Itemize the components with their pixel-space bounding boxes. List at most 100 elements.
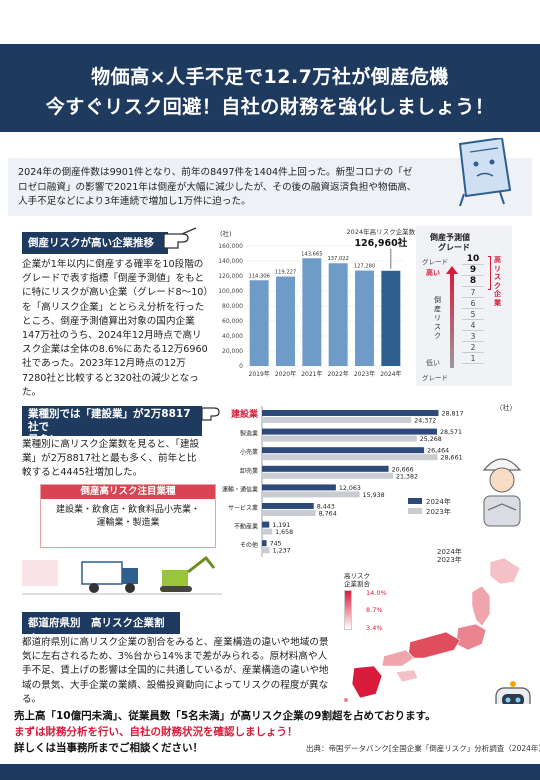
chart2-value-label: 21,382 (396, 473, 418, 480)
grade-high-label: 高い (426, 269, 440, 277)
grade-number: 3 (462, 331, 484, 342)
grade-number: 7 (462, 287, 484, 298)
grade-number: 9 (462, 265, 484, 276)
chart2-category: 卸売業 (240, 467, 258, 475)
bottom-line-2: まずは財務分析を行い、自社の財務状況を確認しましょう！ (14, 726, 298, 738)
chart1-value-label: 143,665 (301, 251, 322, 257)
chart2-bar-current (262, 503, 314, 509)
chart2-value-label: 745 (270, 541, 282, 548)
footer-bar (0, 764, 540, 780)
chart2-bar-current (262, 428, 437, 435)
chart2-value-label: 1,237 (273, 548, 291, 555)
chart1-bar (381, 270, 401, 366)
chart1-ytick: 20,000 (222, 348, 243, 355)
chart2-legend-swatch (408, 508, 422, 514)
grade-bottom-label: グレード (422, 374, 448, 382)
intro-box: 2024年の倒産件数は9901件となり、前年の8497件を1404件上回った。新… (8, 138, 532, 216)
chart1-xtick: 2022年 (328, 370, 349, 378)
chart1-ytick: 100,000 (218, 288, 243, 295)
chart-industry-high-risk: （社） 建設業 28,817 24,372 製造業 28,571 25,268 小売業 26,4… (222, 398, 522, 568)
chart-yearly-high-risk: (社) 0 20,000 40,000 60,000 80,000 100,000 120,0… (212, 227, 415, 388)
section3-label: 都道府県別 高リスク企業割合 (22, 612, 180, 645)
chart2-value-label: 28,817 (442, 411, 464, 418)
chart2-bar-previous (262, 547, 270, 554)
chart1-ytick: 60,000 (222, 318, 243, 325)
chart2-value-label: 12,063 (339, 485, 361, 492)
chart1-ytick: 0 (239, 363, 243, 370)
chart1-bar (355, 270, 374, 366)
chart2-bar-previous (262, 528, 273, 535)
chart2-category: 製造業 (240, 430, 258, 438)
chart2-category: 不動産業 (234, 523, 258, 531)
grade-number: 8 (462, 276, 484, 287)
notice-title: 倒産高リスク注目業種 (41, 485, 215, 499)
grade-risk-label: 倒産リスク (434, 296, 441, 340)
chart2-legend-swatch (408, 498, 422, 504)
section2-label: 業種別では「建設業」が2万8817社で 最多！ (22, 406, 202, 446)
grade-low-label: 低い (426, 359, 440, 367)
chart2-legend-label: 2023年 (426, 507, 451, 516)
chart1-xtick: 2021年 (301, 370, 322, 378)
grade-highrisk-label: 高リスク企業 (494, 256, 501, 307)
chart2-value-label: 15,938 (363, 492, 385, 499)
chart1-xtick: 2019年 (249, 370, 270, 378)
grade-number: 5 (462, 309, 484, 320)
chart2-bar-previous (262, 472, 393, 479)
section1-label: 倒産リスクが高い企業推移 (22, 232, 168, 254)
chart2-value-label: 1,191 (272, 522, 290, 529)
grade-risk-arrow (446, 266, 458, 368)
chart2-value-label: 20,666 (392, 466, 414, 473)
grade-col-label: グレード (422, 258, 448, 266)
chart2-bar-current (262, 410, 439, 416)
chart2-value-label: 28,661 (441, 455, 463, 462)
chart2-category: サービス業 (228, 504, 258, 512)
intro-text: 2024年の倒産件数は9901件となり、前年の8497件を1404件上回った。新… (18, 167, 417, 207)
chart2-value-label: 25,268 (420, 436, 442, 443)
chart2-category: 建設業 (231, 408, 259, 420)
chart1-xtick: 2020年 (275, 370, 296, 378)
grade-number: 6 (462, 298, 484, 309)
chart2-bar-previous (262, 491, 360, 498)
chart2-value-label: 8,764 (319, 511, 337, 518)
bottom-line-3: 詳しくは当事務所までご相談ください！ (14, 742, 203, 754)
notice-text: 建設業・飲食店・飲食料品小売業・ 運輸業・製造業 (55, 505, 200, 528)
chart1-ytick: 140,000 (218, 258, 243, 265)
chart1-ytick: 120,000 (218, 273, 243, 280)
chart1-bar (276, 276, 295, 366)
headline-1: 物価高×人手不足で12.7万社が倒産危機 (91, 66, 449, 88)
chart1-bar (328, 263, 348, 366)
grade-number-column: 10 9 8 7 6 5 4 3 2 1 (462, 254, 484, 364)
grade-number: 2 (462, 342, 484, 353)
grade-number: 1 (462, 353, 484, 364)
chart2-category: 小売業 (240, 448, 258, 456)
chart2-bar-current (262, 521, 270, 528)
chart1-value-label: 137,022 (327, 256, 348, 262)
chart1-bar (302, 258, 322, 366)
chart1-xtick: 2023年 (354, 370, 375, 378)
map-legend: 高リスク 企業割合 14.0% 8.7% 3.4% (344, 572, 387, 632)
chart1-value-label: 127,280 (354, 264, 375, 270)
bottom-line-1: 売上高「10億円未満」、従業員数「5名未満」が高リスク企業の9割超を占めておりま… (14, 710, 436, 722)
grade-number: 4 (462, 320, 484, 331)
pointing-hand-icon (163, 227, 197, 249)
chart1-svg: (社) 0 20,000 40,000 60,000 80,000 100,000 120,0… (218, 227, 415, 378)
chart1-ytick: 80,000 (222, 303, 243, 310)
chart1-value-label: 114,306 (248, 273, 269, 279)
source-citation: 出典：帝国データバンク[全国企業「倒産リスク」分析調査（2024年）] (306, 744, 540, 753)
chart2-bar-previous (262, 510, 316, 516)
grade-highrisk-bracket (488, 256, 491, 290)
chart2-value-label: 8,443 (317, 504, 335, 511)
chart2-category: その他 (240, 541, 258, 549)
construction-illustration (22, 555, 222, 595)
chart1-ytick: 160,000 (218, 243, 243, 250)
chart2-value-label: 24,372 (414, 418, 436, 425)
legend-small: 2024年 2023年 (437, 548, 462, 564)
chart2-bar-current (262, 465, 389, 472)
chart1-annotation-title: 2024年高リスク企業数 (347, 227, 416, 236)
pointing-hand-icon-2 (201, 407, 220, 421)
header-banner: 物価高×人手不足で12.7万社が倒産危機 今すぐリスク回避！自社の財務を強化しま… (0, 44, 540, 132)
chart2-unit: （社） (496, 403, 517, 412)
headline-2: 今すぐリスク回避！自社の財務を強化しましょう！ (45, 96, 495, 118)
